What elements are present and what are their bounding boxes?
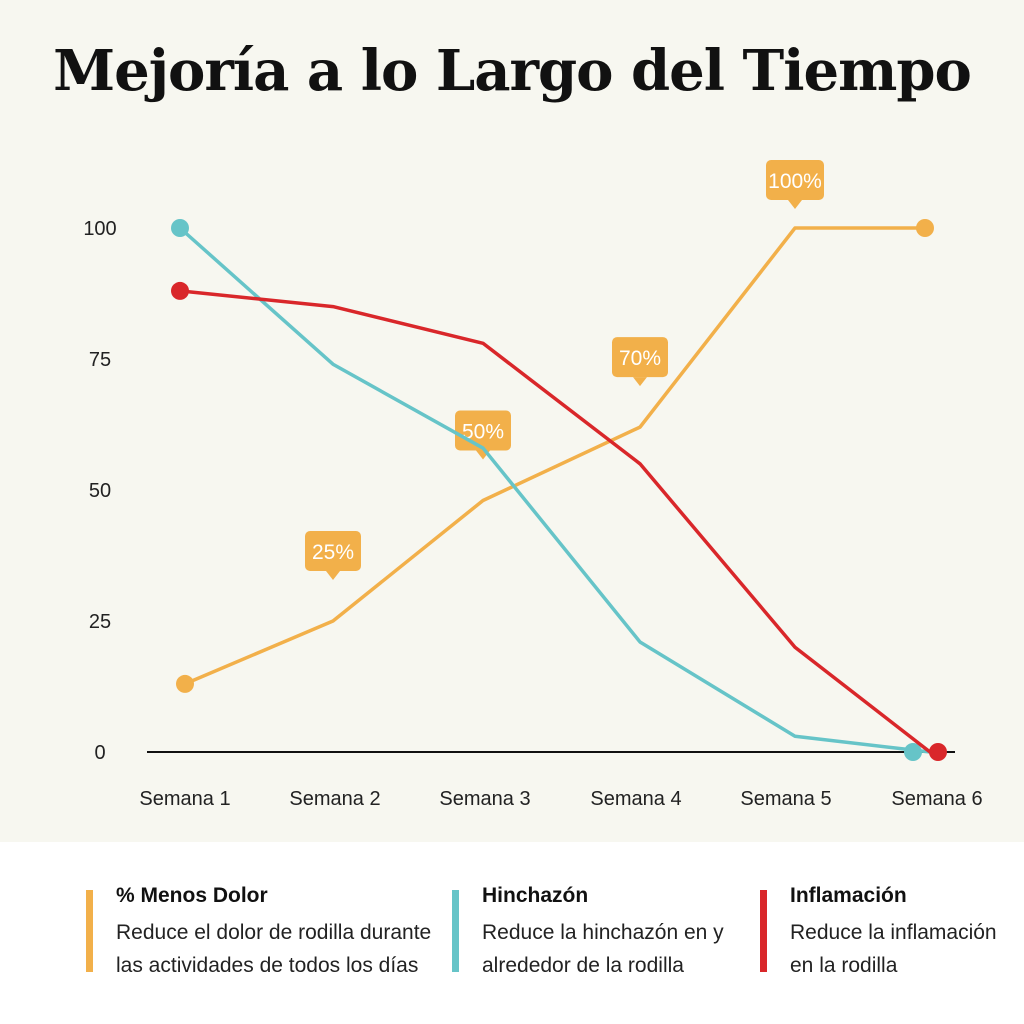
legend-item-pain: % Menos Dolor Reduce el dolor de rodilla… <box>86 884 436 982</box>
x-tick-label: Semana 3 <box>439 788 530 810</box>
legend: % Menos Dolor Reduce el dolor de rodilla… <box>0 842 1024 1024</box>
x-tick-label: Semana 4 <box>590 788 681 810</box>
data-point <box>916 219 934 237</box>
y-tick-label: 25 <box>89 611 111 633</box>
data-point <box>171 219 189 237</box>
legend-color-bar <box>760 890 767 972</box>
legend-color-bar <box>452 890 459 972</box>
data-point <box>171 281 189 300</box>
data-label-bubble <box>305 531 361 571</box>
data-label-bubble <box>766 160 824 200</box>
y-tick-label: 50 <box>89 480 111 502</box>
y-tick-label: 75 <box>89 349 111 371</box>
legend-desc: Reduce el dolor de rodilla durante las a… <box>116 921 432 977</box>
data-label: 100% <box>768 170 822 193</box>
y-tick-label: 100 <box>83 218 116 240</box>
series-line-inflammation <box>179 289 932 754</box>
series-line-pain <box>184 226 930 686</box>
legend-name: Hinchazón <box>482 884 589 907</box>
legend-desc: Reduce la inflamación en la rodilla <box>790 921 997 977</box>
data-label: 50% <box>462 420 504 443</box>
data-point <box>929 743 947 761</box>
legend-color-bar <box>86 890 93 972</box>
data-label-bubble <box>612 337 668 378</box>
x-tick-label: Semana 5 <box>740 788 831 810</box>
data-point <box>904 743 922 761</box>
data-point <box>176 674 194 693</box>
data-label-pointer <box>788 200 802 209</box>
line-chart: 0 25 50 75 100 Semana 1 Semana 2 Semana 3 Semana… <box>83 160 983 810</box>
legend-name: % Menos Dolor <box>116 884 268 907</box>
data-label: 70% <box>619 347 661 370</box>
x-tick-label: Semana 6 <box>891 788 982 810</box>
y-tick-label: 0 <box>94 742 105 764</box>
x-tick-label: Semana 2 <box>289 788 380 810</box>
legend-item-swelling: Hinchazón Reduce la hinchazón en y alred… <box>452 884 732 982</box>
legend-item-inflammation: Inflamación Reduce la inflamación en la … <box>760 884 1000 982</box>
legend-desc: Reduce la hinchazón en y alrededor de la… <box>482 921 724 977</box>
data-label-pointer <box>633 377 647 387</box>
data-label: 25% <box>312 541 354 564</box>
data-label-pointer <box>326 571 340 580</box>
chart-title: Mejoría a lo Largo del Tiempo <box>53 38 972 104</box>
x-tick-label: Semana 1 <box>139 788 230 810</box>
legend-name: Inflamación <box>790 884 907 907</box>
series-line-swelling <box>178 226 931 754</box>
